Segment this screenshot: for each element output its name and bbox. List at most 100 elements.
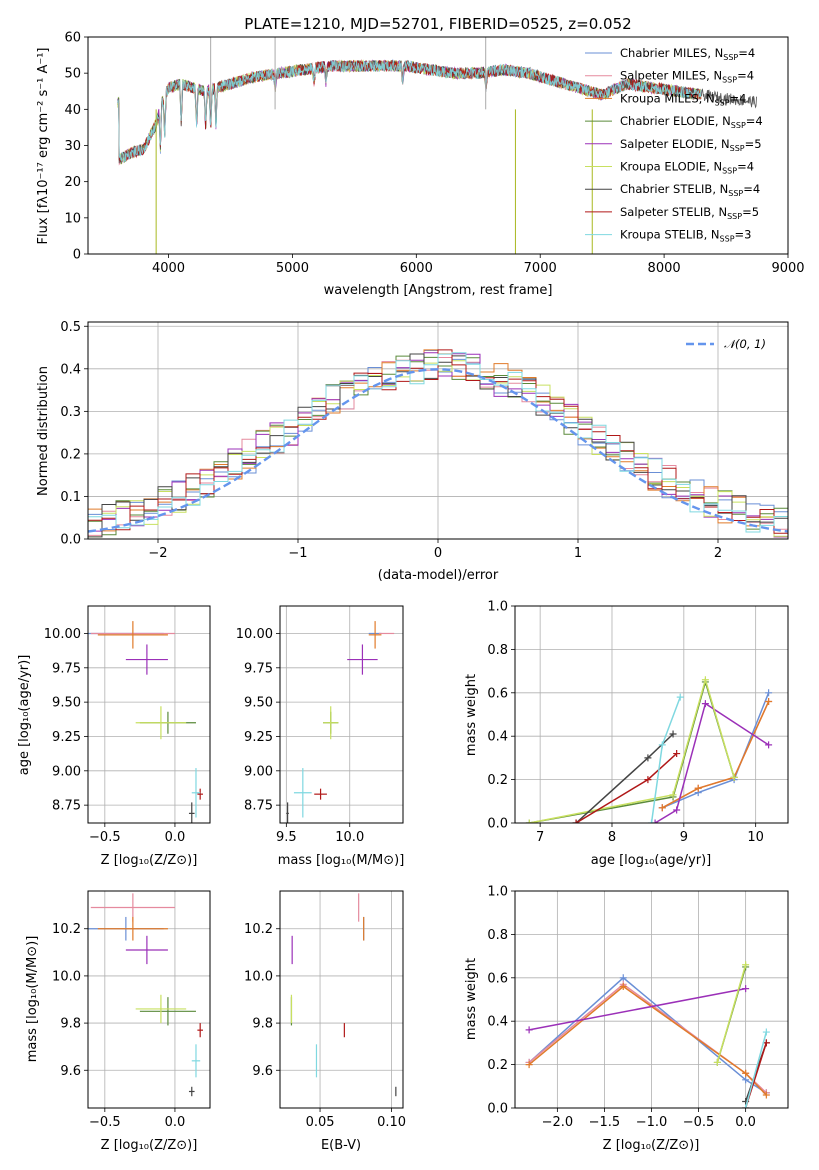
data-marker (762, 1091, 770, 1099)
x-tick-label: 10 (747, 830, 764, 845)
x-tick-label: 10.0 (335, 830, 364, 845)
x-tick-label: 0.10 (377, 1115, 406, 1130)
mass-weight-age-xlabel: age [log₁₀(age/yr)] (591, 853, 712, 868)
data-marker (619, 974, 627, 982)
y-tick-label: 0.2 (487, 1058, 508, 1073)
mass-weight-vs-z-panel: −2.0 −1.5 −1.0 −0.5 0.0 0.0 0.2 0.4 0.6 0.8 1.0 (487, 885, 789, 1130)
age-vs-mass-xlabel: mass [log₁₀(M/M⊙)] (278, 853, 405, 868)
y-tick-label: 9.6 (252, 1064, 273, 1079)
x-tick-label: 9.5 (276, 830, 297, 845)
x-tick-label: 9000 (771, 261, 804, 276)
legend-entry: Chabrier ELODIE, NSSP=4 (620, 114, 763, 130)
x-tick-label: −1.0 (636, 1115, 668, 1130)
y-tick-label: 10 (64, 211, 81, 226)
y-tick-label: 0.8 (487, 643, 508, 658)
errorbar-point-chabrier_elodie (139, 997, 196, 1026)
legend-entry: Kroupa ELODIE, NSSP=4 (620, 160, 754, 176)
y-tick-label: 9.25 (244, 730, 273, 745)
data-marker (651, 819, 659, 823)
x-tick-label: 5000 (276, 261, 309, 276)
x-tick-label: −2 (148, 546, 167, 561)
y-tick-label: 0.4 (487, 730, 508, 745)
data-marker (701, 676, 709, 684)
mass-vs-ebv-points (290, 893, 397, 1097)
legend-value: =4 (737, 69, 754, 83)
y-tick-label: 0 (73, 248, 81, 263)
y-tick-label: 1.0 (487, 885, 508, 900)
y-tick-label: 0.5 (60, 320, 81, 335)
y-tick-label: 30 (64, 139, 81, 154)
y-tick-label: 8.75 (244, 799, 273, 814)
legend-text: Kroupa MILES, N (620, 91, 715, 105)
legend-subscript: SSP (715, 98, 730, 107)
errorbar-point-kroupa_stelib (191, 1044, 201, 1078)
x-tick-label: −0.5 (683, 1115, 715, 1130)
age-vs-mass-panel: 9.5 10.0 8.75 9.00 9.25 9.50 9.75 10.00 (236, 605, 404, 845)
histogram-lines (88, 349, 788, 538)
legend-entry: 𝒩(0, 1) (724, 337, 766, 351)
legend-value: =4 (738, 46, 755, 60)
data-marker (676, 693, 684, 701)
y-tick-label: 10.2 (52, 922, 81, 937)
mass-weight-z-ylabel: mass weight (464, 958, 479, 1040)
y-tick-label: 0.2 (487, 773, 508, 788)
y-tick-label: 9.75 (52, 661, 81, 676)
data-marker (658, 741, 666, 749)
legend-subscript: SSP (730, 144, 745, 153)
data-marker (619, 982, 627, 990)
errorbar-point-chabrier_stelib (188, 1086, 195, 1097)
x-tick-label: 0.0 (165, 1115, 186, 1130)
line-series-salpeter_elodie (528, 987, 746, 1031)
x-tick-label: 1 (574, 546, 582, 561)
legend-entry: Chabrier STELIB, NSSP=4 (620, 182, 760, 198)
y-tick-label: 9.6 (60, 1064, 81, 1079)
legend-text: Chabrier MILES, N (620, 46, 723, 60)
legend-subscript: SSP (722, 167, 737, 176)
residuals-panel: −2 −1 0 1 2 0.0 0.1 0.2 0.3 0.4 0.5 𝒩(0, 1) (60, 320, 789, 561)
y-tick-label: 0.3 (60, 405, 81, 420)
age-vs-z-points (88, 621, 203, 823)
y-tick-label: 10.0 (244, 969, 273, 984)
legend-entry: Kroupa MILES, NSSP=4 (620, 91, 746, 107)
data-marker (644, 776, 652, 784)
mass-vs-ebv-panel: 0.05 0.10 9.6 9.8 10.0 10.2 (244, 890, 406, 1130)
errorbar-point-kroupa_miles (97, 621, 168, 649)
y-tick-label: 0.6 (487, 686, 508, 701)
x-tick-label: 8 (608, 830, 616, 845)
age-vs-mass-points (286, 621, 395, 823)
x-tick-label: 0.05 (306, 1115, 335, 1130)
line-series-salpeter_miles (528, 983, 767, 1094)
axes-frame (279, 605, 404, 824)
data-marker (742, 1069, 750, 1077)
legend-value: =4 (743, 182, 760, 196)
errorbar-point-kroupa_miles (97, 916, 168, 941)
errorbar-point-salpeter_stelib (197, 1023, 203, 1038)
legend-value: =5 (742, 205, 759, 219)
data-marker (765, 741, 773, 749)
line-series-chabrier_miles (662, 692, 770, 809)
data-marker (648, 819, 655, 823)
legend-text: Kroupa STELIB, N (620, 228, 720, 242)
legend-text: Salpeter ELODIE, N (620, 137, 730, 151)
y-tick-label: 0.4 (487, 1015, 508, 1030)
legend-subscript: SSP (720, 235, 735, 244)
x-tick-label: 4000 (152, 261, 185, 276)
errorbar-point-kroupa_miles (368, 621, 382, 649)
data-marker (525, 819, 533, 823)
line-series-salpeter_stelib (575, 753, 678, 823)
line-series-kroupa_stelib (744, 1031, 768, 1108)
data-marker (701, 700, 709, 708)
mass-vs-z-ylabel: mass [log₁₀(M/M⊙)] (25, 936, 40, 1063)
normal-curve (88, 368, 788, 533)
y-tick-label: 9.50 (52, 696, 81, 711)
x-tick-label: 9 (680, 830, 688, 845)
line-series-kroupa_stelib (650, 696, 681, 823)
legend-entry: Kroupa STELIB, NSSP=3 (620, 228, 751, 244)
x-tick-label: 7000 (524, 261, 557, 276)
data-marker (673, 750, 681, 758)
legend-entry: Salpeter ELODIE, NSSP=5 (620, 137, 762, 153)
y-tick-label: 8.75 (52, 799, 81, 814)
data-marker (525, 1061, 533, 1069)
axes-frame (514, 605, 789, 824)
